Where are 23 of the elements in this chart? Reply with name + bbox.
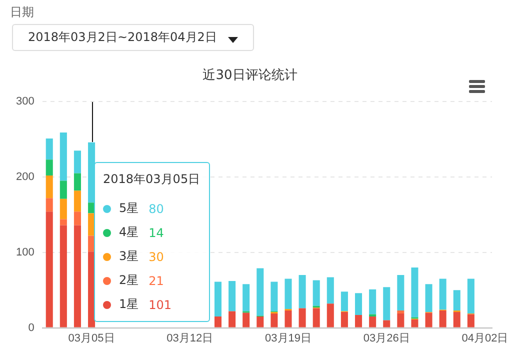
y-tick-label: 0 <box>28 322 34 334</box>
x-tick-label: 03月12日 <box>166 332 214 344</box>
annotation: 80 <box>148 202 164 216</box>
annotation: 30 <box>148 250 164 264</box>
chart-title: 近30日评论统计 <box>202 68 298 84</box>
legend-label: 2星 <box>119 272 139 289</box>
legend-label: 5星 <box>119 200 139 217</box>
annotation: 14 <box>148 226 164 240</box>
legend-label: 3星 <box>119 248 139 265</box>
y-tick-label: 100 <box>16 246 34 258</box>
legend-label: 1星 <box>119 296 139 313</box>
text: 2018年03月2日~2018年04月2日 <box>12 24 254 51</box>
legend-label: 4星 <box>119 224 139 241</box>
y-tick-label: 200 <box>16 171 34 184</box>
y-tick-label: 300 <box>16 96 34 108</box>
annotation: 101 <box>148 298 172 312</box>
x-tick-label: 03月19日 <box>265 332 312 344</box>
text: 日期 <box>10 4 34 21</box>
annotation: 21 <box>148 274 164 288</box>
x-tick-label: 04月02日 <box>462 332 508 344</box>
x-tick-label: 03月26日 <box>363 332 410 344</box>
annotation: 2018年03月05日 <box>103 171 201 188</box>
x-tick-label: 03月05日 <box>68 332 115 344</box>
